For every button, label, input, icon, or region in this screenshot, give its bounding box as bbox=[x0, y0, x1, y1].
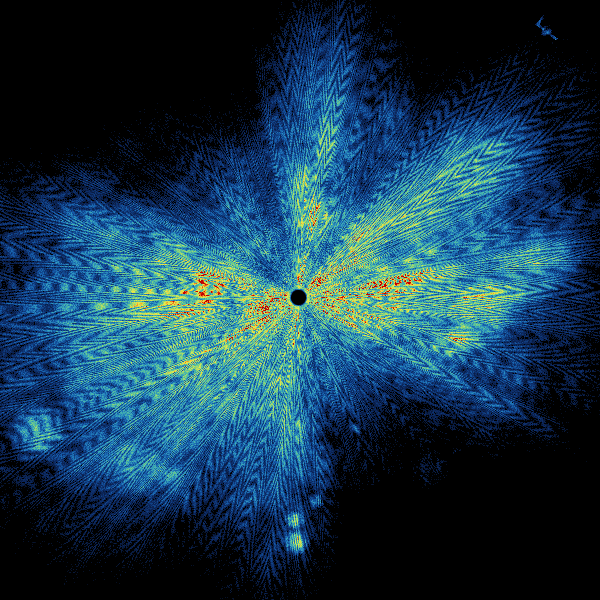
image-viewport: False-color scattered-light image Noisy … bbox=[0, 0, 600, 600]
astronomical-false-color-image bbox=[0, 0, 600, 600]
